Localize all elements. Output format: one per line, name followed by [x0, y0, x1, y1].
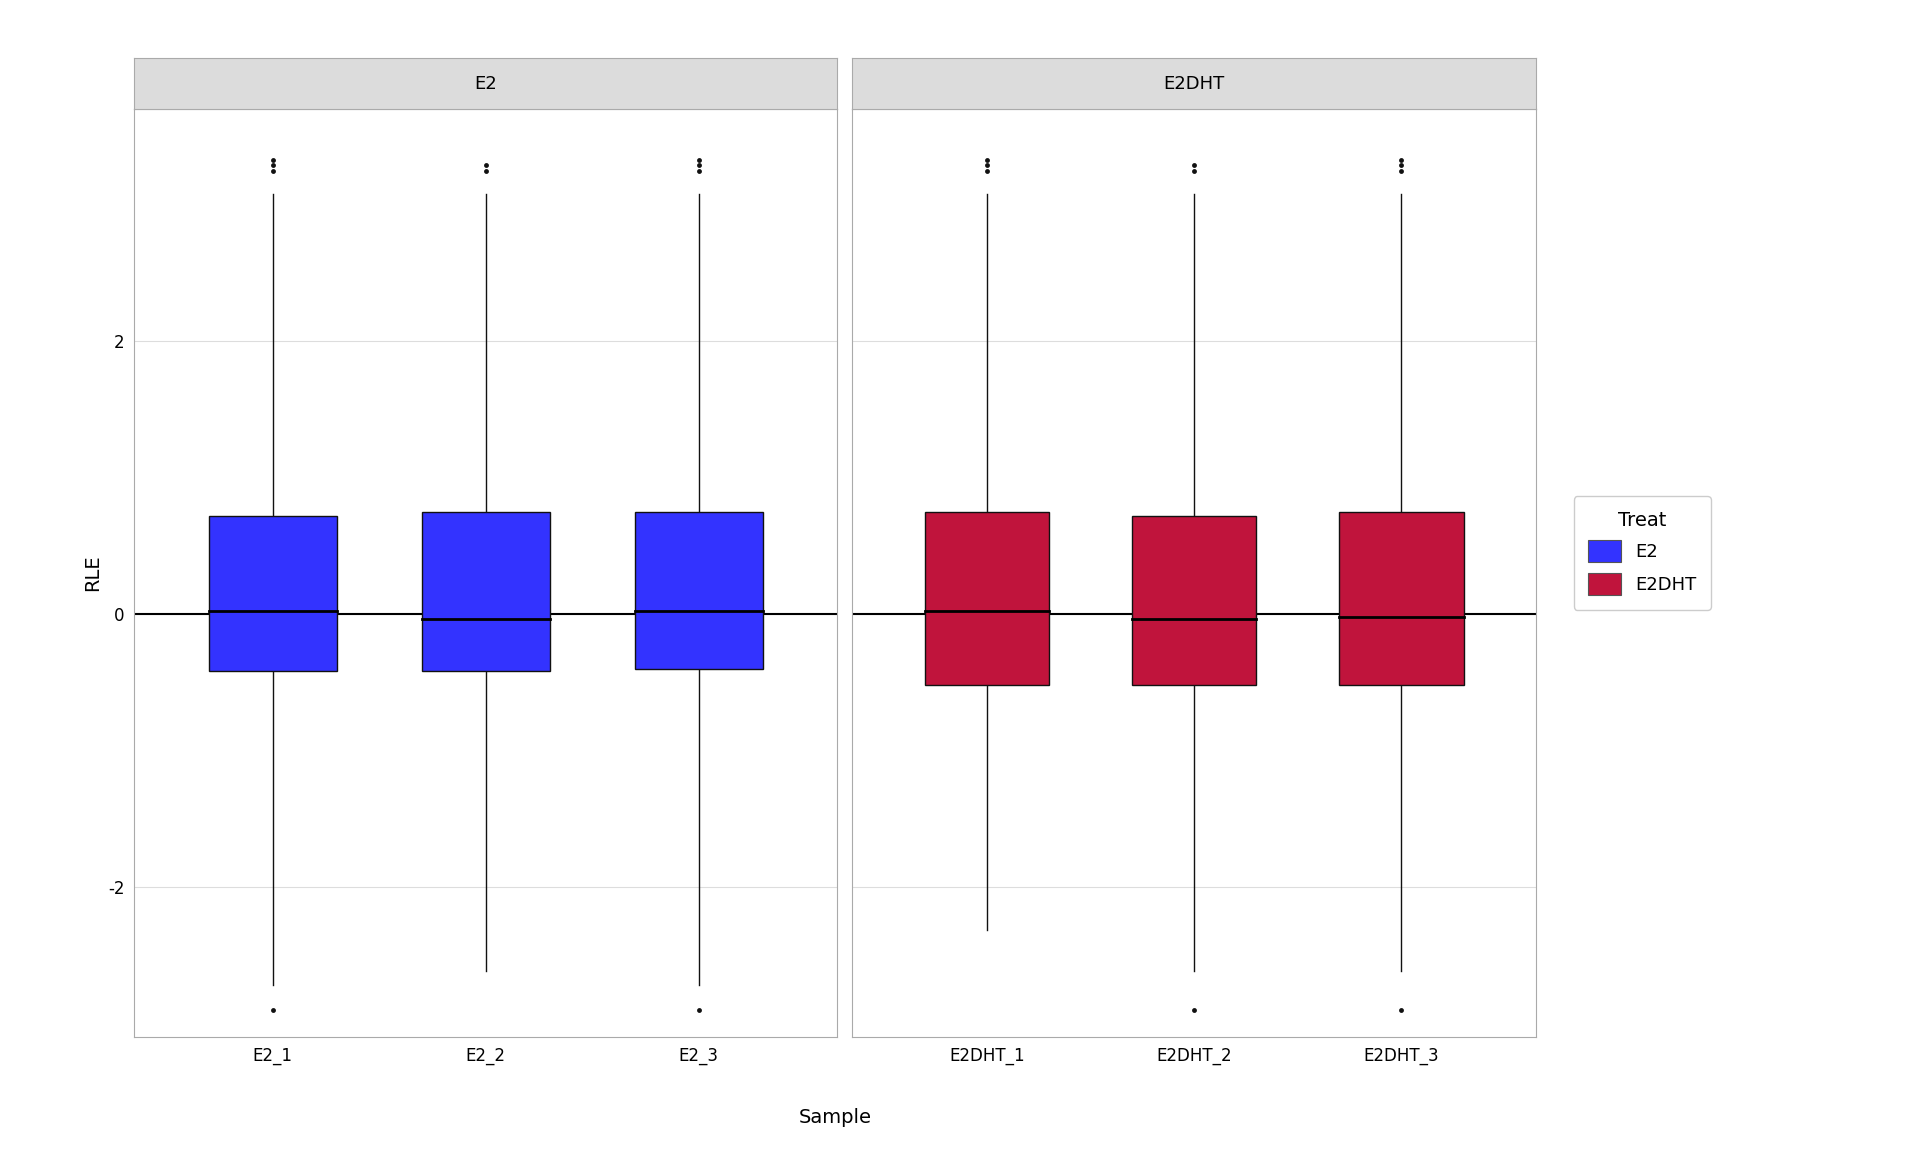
Legend: E2, E2DHT: E2, E2DHT	[1574, 497, 1711, 609]
Bar	[925, 511, 1048, 685]
Text: E2: E2	[474, 75, 497, 92]
Bar	[422, 511, 549, 672]
Bar	[636, 511, 762, 668]
Text: Sample: Sample	[799, 1108, 872, 1127]
Bar	[1133, 516, 1256, 685]
Text: E2DHT: E2DHT	[1164, 75, 1225, 92]
Bar	[1340, 511, 1463, 685]
Y-axis label: RLE: RLE	[84, 555, 102, 591]
Bar	[209, 516, 336, 672]
